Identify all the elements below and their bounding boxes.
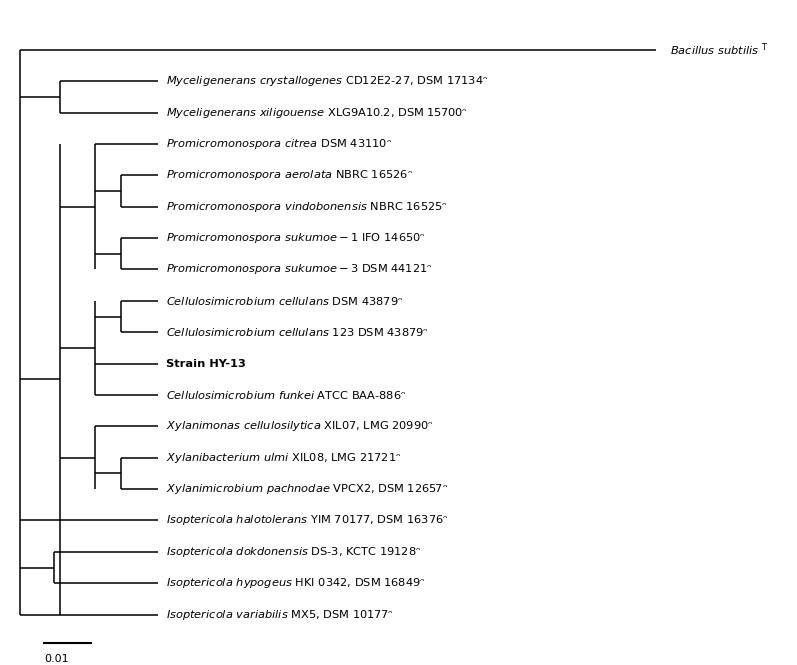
Text: $\mathit{Myceligenerans\ crystallogenes}$ CD12E2-27, DSM 17134ᵔ: $\mathit{Myceligenerans\ crystallogenes}… [166, 74, 489, 88]
Text: $\mathit{Promicromonospora\ sukumoe-3}$ DSM 44121ᵔ: $\mathit{Promicromonospora\ sukumoe-3}$ … [166, 263, 433, 277]
Text: $\mathit{Isoptericola\ halotolerans}$ YIM 70177, DSM 16376ᵔ: $\mathit{Isoptericola\ halotolerans}$ YI… [166, 513, 449, 527]
Text: $\mathit{Cellulosimicrobium\ funkei}$ ATCC BAA-886ᵔ: $\mathit{Cellulosimicrobium\ funkei}$ AT… [166, 389, 406, 401]
Text: $\mathit{Promicromonospora\ vindobonensis}$ NBRC 16525ᵔ: $\mathit{Promicromonospora\ vindobonensi… [166, 200, 448, 213]
Text: $\mathit{Xylanibacterium\ ulmi}$ XIL08, LMG 21721ᵔ: $\mathit{Xylanibacterium\ ulmi}$ XIL08, … [166, 451, 402, 465]
Text: $\mathit{Isoptericola\ variabilis}$ MX5, DSM 10177ᵔ: $\mathit{Isoptericola\ variabilis}$ MX5,… [166, 608, 394, 622]
Text: Strain HY-13: Strain HY-13 [166, 358, 245, 368]
Text: $\mathit{Cellulosimicrobium\ cellulans}$ DSM 43879ᵔ: $\mathit{Cellulosimicrobium\ cellulans}$… [166, 295, 403, 307]
Text: $\mathit{Promicromonospora\ aerolata}$ NBRC 16526ᵔ: $\mathit{Promicromonospora\ aerolata}$ N… [166, 168, 413, 182]
Text: $\mathit{Xylanimicrobium\ pachnodae}$ VPCX2, DSM 12657ᵔ: $\mathit{Xylanimicrobium\ pachnodae}$ VP… [166, 482, 448, 496]
Text: $\mathit{Bacillus\ subtilis}$ $\mathregular{^T}$: $\mathit{Bacillus\ subtilis}$ $\mathregu… [670, 41, 768, 58]
Text: $\mathit{Isoptericola\ dokdonensis}$ DS-3, KCTC 19128ᵔ: $\mathit{Isoptericola\ dokdonensis}$ DS-… [166, 545, 422, 559]
Text: 0.01: 0.01 [45, 654, 69, 664]
Text: $\mathit{Myceligenerans\ xiligouense}$ XLG9A10.2, DSM 15700ᵔ: $\mathit{Myceligenerans\ xiligouense}$ X… [166, 106, 468, 120]
Text: $\mathit{Promicromonospora\ sukumoe-1}$ IFO 14650ᵔ: $\mathit{Promicromonospora\ sukumoe-1}$ … [166, 231, 426, 245]
Text: $\mathit{Cellulosimicrobium\ cellulans}$ 123 DSM 43879ᵔ: $\mathit{Cellulosimicrobium\ cellulans}$… [166, 327, 429, 338]
Text: $\mathit{Isoptericola\ hypogeus}$ HKI 0342, DSM 16849ᵔ: $\mathit{Isoptericola\ hypogeus}$ HKI 03… [166, 577, 426, 591]
Text: $\mathit{Xylanimonas\ cellulosilytica}$ XIL07, LMG 20990ᵔ: $\mathit{Xylanimonas\ cellulosilytica}$ … [166, 420, 434, 434]
Text: $\mathit{Promicromonospora\ citrea}$ DSM 43110ᵔ: $\mathit{Promicromonospora\ citrea}$ DSM… [166, 137, 392, 151]
